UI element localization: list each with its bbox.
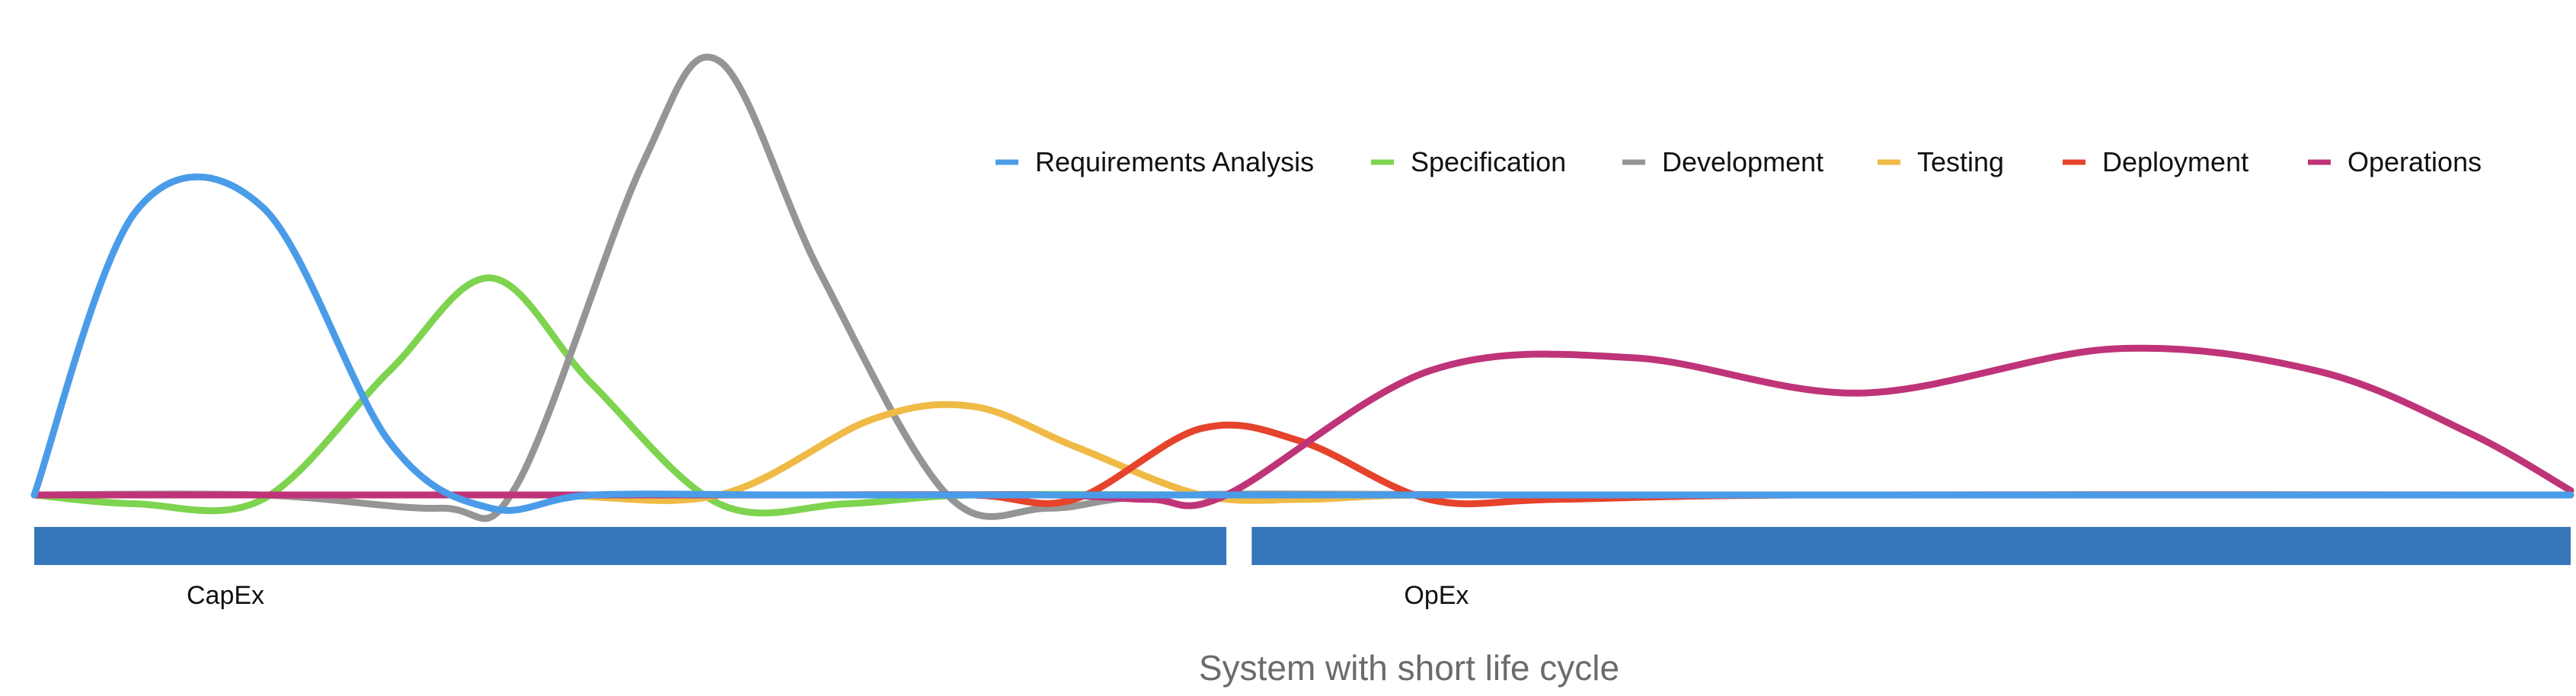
legend-label: Operations bbox=[2347, 146, 2482, 177]
legend-item-development: Development bbox=[1622, 146, 1823, 177]
series-line-operations bbox=[30, 344, 2574, 509]
legend-label: Deployment bbox=[2102, 146, 2248, 177]
phase-label-opex: OpEx bbox=[1404, 581, 1469, 610]
legend-item-specification: Specification bbox=[1371, 146, 1566, 177]
series-line-testing bbox=[30, 401, 2574, 504]
phase-bar-opex bbox=[1251, 527, 2571, 565]
legend-item-requirements-analysis: Requirements Analysis bbox=[996, 146, 1314, 177]
phase-label-capex: CapEx bbox=[187, 581, 264, 610]
legend-label: Specification bbox=[1411, 146, 1566, 177]
legend-item-deployment: Deployment bbox=[2063, 146, 2248, 177]
legend: Requirements Analysis Specification Develo… bbox=[996, 146, 2482, 177]
phase-bar-capex bbox=[34, 527, 1227, 565]
series-line-specification bbox=[30, 274, 2574, 517]
series-line-requirements-analysis bbox=[30, 173, 2574, 514]
series-lines bbox=[30, 53, 2574, 522]
legend-item-testing: Testing bbox=[1878, 146, 2004, 177]
legend-label: Testing bbox=[1917, 146, 2004, 177]
legend-label: Requirements Analysis bbox=[1035, 146, 1314, 177]
chart-caption: System with short life cycle bbox=[1199, 648, 1619, 688]
legend-label: Development bbox=[1662, 146, 1823, 177]
phase-bars: CapEx OpEx bbox=[34, 527, 2571, 610]
legend-item-operations: Operations bbox=[2308, 146, 2482, 177]
